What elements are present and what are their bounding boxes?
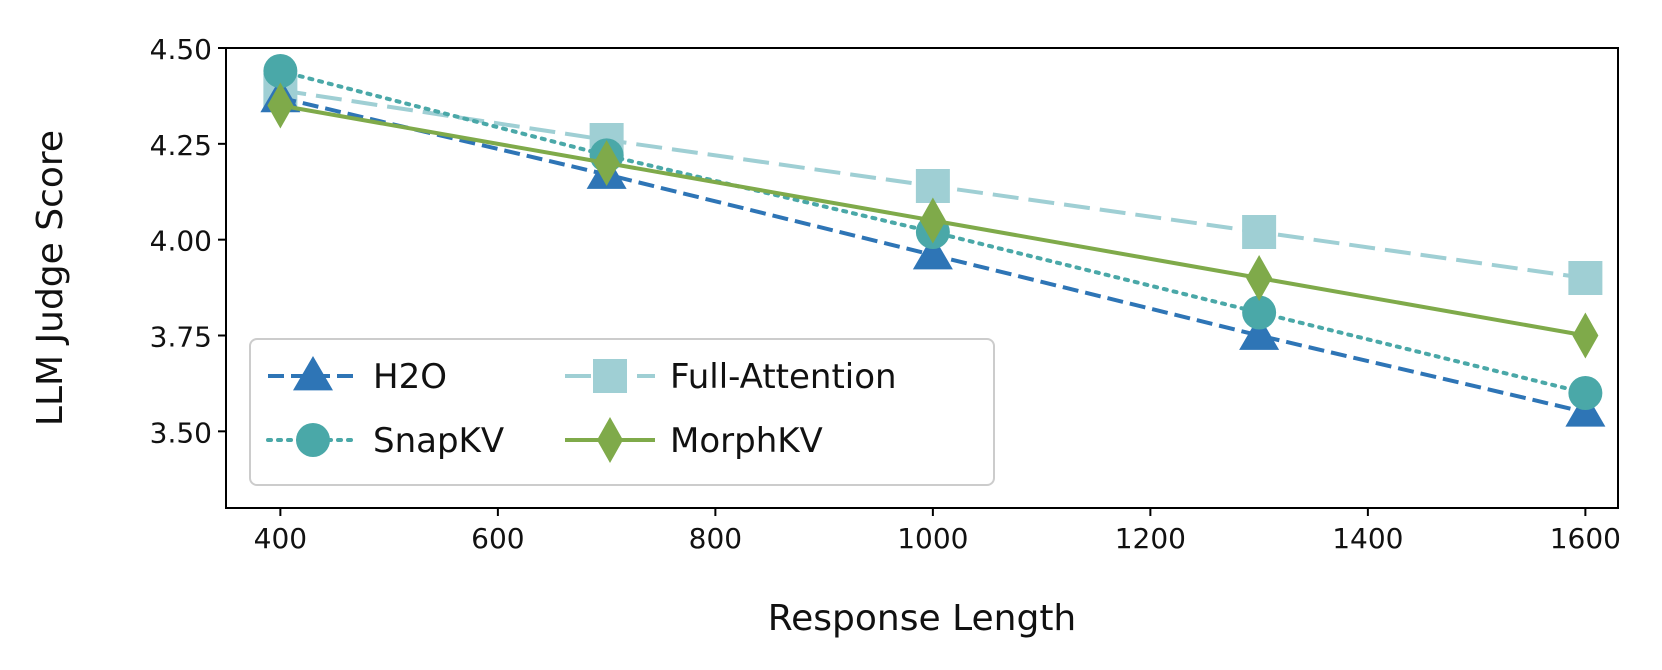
x-tick-label: 400 bbox=[254, 522, 307, 555]
legend-box bbox=[249, 338, 995, 486]
point-full-attention bbox=[1568, 261, 1603, 295]
x-tick-label: 1200 bbox=[1115, 522, 1186, 555]
series-morphkv bbox=[267, 82, 1599, 359]
point-morphkv bbox=[919, 197, 946, 244]
x-tick-label: 800 bbox=[689, 522, 742, 555]
legend-marker-h2o bbox=[293, 356, 333, 391]
x-tick-label: 1000 bbox=[897, 522, 968, 555]
y-axis-title: LLM Judge Score bbox=[30, 130, 71, 426]
legend-marker-full-attention bbox=[593, 359, 627, 393]
legend-marker-snapkv bbox=[296, 423, 330, 457]
legend-item-snapkv: SnapKV bbox=[266, 421, 504, 461]
point-h2o bbox=[912, 235, 953, 270]
legend: H2O Full-Attention SnapKV MorphKV bbox=[249, 338, 995, 486]
point-morphkv bbox=[1572, 312, 1599, 359]
plot-frame bbox=[225, 47, 1619, 509]
point-h2o bbox=[1239, 315, 1280, 350]
point-morphkv bbox=[267, 82, 294, 129]
legend-label-h2o: H2O bbox=[373, 357, 447, 397]
point-snapkv bbox=[1568, 376, 1603, 410]
point-snapkv bbox=[1242, 295, 1277, 330]
legend-item-morphkv: MorphKV bbox=[565, 417, 823, 463]
x-tick-label: 1600 bbox=[1550, 522, 1621, 555]
point-morphkv bbox=[593, 140, 620, 186]
y-tick-label: 4.25 bbox=[150, 129, 212, 162]
y-tick-label: 4.00 bbox=[150, 225, 212, 258]
x-axis-title: Response Length bbox=[768, 598, 1077, 639]
point-morphkv bbox=[1246, 255, 1273, 301]
y-tick-label: 3.50 bbox=[150, 416, 212, 449]
x-tick-label: 1400 bbox=[1332, 522, 1403, 555]
axes-ticks: 400 600 800 1000 1200 1400 1600 3.50 3.75 4.00 4.2… bbox=[150, 33, 1621, 555]
y-tick-label: 3.75 bbox=[150, 321, 212, 354]
legend-item-full-attention: Full-Attention bbox=[565, 357, 897, 397]
legend-label-morphkv: MorphKV bbox=[670, 421, 823, 461]
y-tick-label: 4.50 bbox=[150, 33, 212, 66]
point-full-attention bbox=[1242, 215, 1277, 249]
legend-item-h2o: H2O bbox=[268, 356, 447, 397]
legend-marker-morphkv bbox=[597, 417, 623, 463]
legend-label-full-attention: Full-Attention bbox=[670, 357, 897, 397]
x-tick-label: 600 bbox=[471, 522, 524, 555]
series-group bbox=[260, 54, 1606, 427]
point-snapkv bbox=[263, 54, 298, 88]
legend-label-snapkv: SnapKV bbox=[373, 421, 504, 461]
point-full-attention bbox=[915, 169, 950, 203]
